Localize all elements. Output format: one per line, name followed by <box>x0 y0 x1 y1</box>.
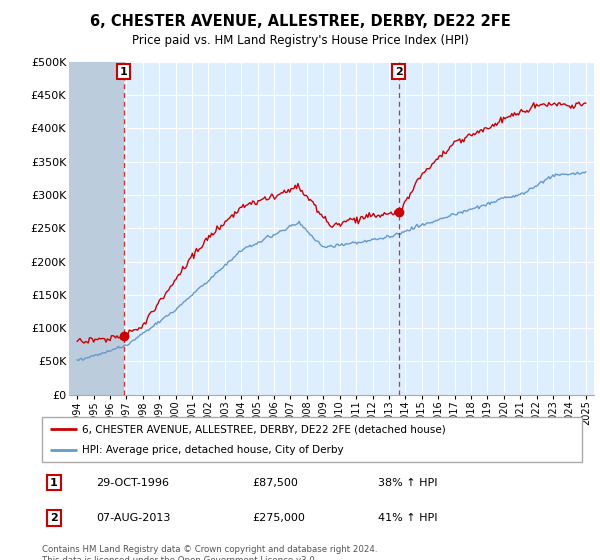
Text: 41% ↑ HPI: 41% ↑ HPI <box>378 513 437 523</box>
Text: £87,500: £87,500 <box>252 478 298 488</box>
Text: Contains HM Land Registry data © Crown copyright and database right 2024.
This d: Contains HM Land Registry data © Crown c… <box>42 545 377 560</box>
FancyBboxPatch shape <box>42 417 582 462</box>
Text: 29-OCT-1996: 29-OCT-1996 <box>96 478 169 488</box>
Text: 2: 2 <box>50 513 58 523</box>
Text: 07-AUG-2013: 07-AUG-2013 <box>96 513 170 523</box>
Text: 2: 2 <box>395 67 403 77</box>
Text: Price paid vs. HM Land Registry's House Price Index (HPI): Price paid vs. HM Land Registry's House … <box>131 34 469 46</box>
Bar <box>69 62 124 395</box>
Text: 1: 1 <box>120 67 128 77</box>
Text: 6, CHESTER AVENUE, ALLESTREE, DERBY, DE22 2FE: 6, CHESTER AVENUE, ALLESTREE, DERBY, DE2… <box>89 14 511 29</box>
Text: £275,000: £275,000 <box>252 513 305 523</box>
Text: 1: 1 <box>50 478 58 488</box>
Text: 6, CHESTER AVENUE, ALLESTREE, DERBY, DE22 2FE (detached house): 6, CHESTER AVENUE, ALLESTREE, DERBY, DE2… <box>83 424 446 435</box>
Text: 38% ↑ HPI: 38% ↑ HPI <box>378 478 437 488</box>
Text: HPI: Average price, detached house, City of Derby: HPI: Average price, detached house, City… <box>83 445 344 455</box>
